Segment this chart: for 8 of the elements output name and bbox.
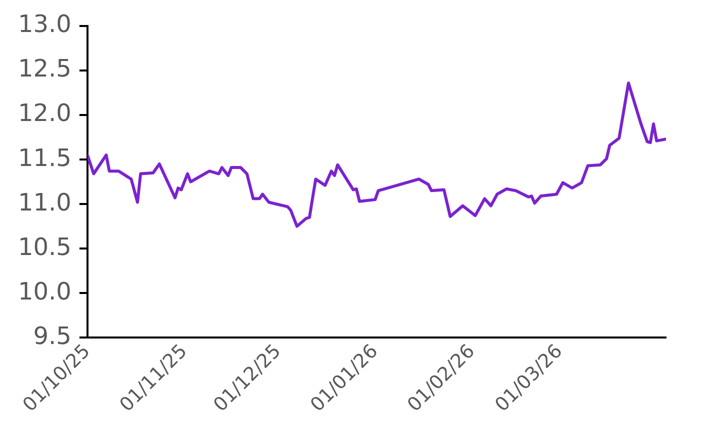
y-tick-label: 12.0	[18, 99, 72, 128]
y-tick-label: 10.0	[18, 277, 72, 306]
y-tick-label: 11.5	[18, 144, 72, 172]
y-tick-label: 10.5	[18, 232, 72, 261]
y-tick-label: 9.5	[33, 322, 72, 350]
y-tick-label: 11.0	[18, 188, 72, 216]
y-tick-label: 13.0	[18, 10, 72, 38]
y-tick-label: 12.5	[18, 54, 72, 83]
